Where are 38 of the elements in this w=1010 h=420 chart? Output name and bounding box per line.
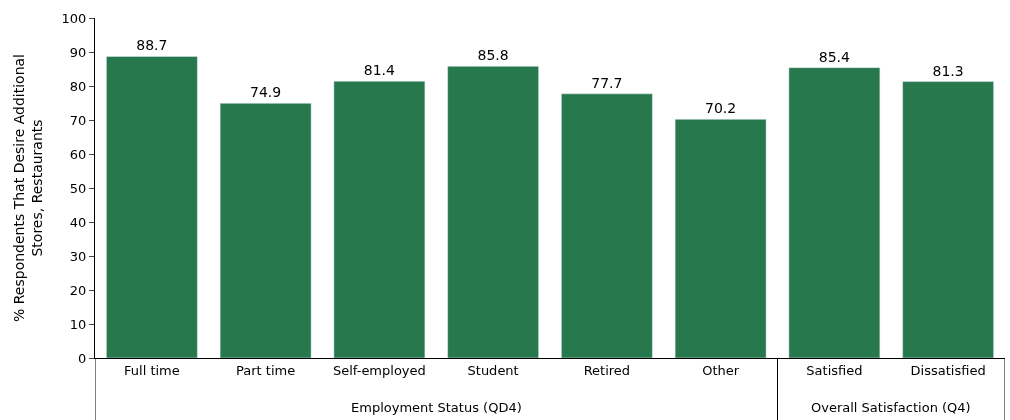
x-tick-label: Dissatisfied — [910, 362, 986, 378]
text: Overall Satisfaction (Q4) — [811, 400, 971, 415]
x-tick-label: Retired — [583, 362, 631, 378]
x-tick-label: Other — [702, 362, 740, 378]
y-tick-label: 0 — [78, 350, 87, 366]
bar — [106, 56, 198, 358]
data-label: 77.7 — [591, 74, 623, 91]
x-tick-label: Satisfied — [806, 362, 863, 378]
y-tick-label: 80 — [69, 78, 87, 94]
y-tick-label: 90 — [69, 44, 87, 60]
text: Employment Status (QD4) — [351, 400, 522, 415]
bar — [447, 66, 539, 358]
y-tick-label: 70 — [69, 112, 87, 128]
data-label: 74.9 — [250, 84, 282, 101]
x-tick-label: Full time — [124, 362, 180, 378]
y-tick-label: 100 — [61, 10, 87, 26]
bar — [788, 67, 881, 358]
x-tick-label: Part time — [236, 362, 296, 378]
data-label: 85.8 — [477, 47, 509, 64]
y-tick-label: 30 — [69, 248, 87, 264]
data-label: 70.2 — [705, 100, 737, 117]
bar — [219, 103, 312, 358]
y-tick-label: 50 — [69, 180, 87, 196]
data-label: 81.4 — [363, 62, 396, 79]
y-tick-label: 20 — [69, 282, 87, 298]
x-tick-label: Student — [467, 362, 519, 378]
bar — [333, 80, 426, 358]
bar — [561, 93, 653, 358]
x-tick-label: Self-employed — [332, 362, 426, 378]
data-label: 88.7 — [136, 37, 168, 54]
y-tick-label: 60 — [69, 146, 87, 162]
data-label: 85.4 — [818, 48, 851, 65]
y-tick-label: 40 — [69, 214, 87, 230]
y-axis-title: % Respondents That Desire Additional Stores, Restaurants — [10, 53, 46, 323]
bar — [902, 81, 994, 358]
bar — [674, 119, 767, 358]
data-label: 81.3 — [932, 62, 964, 79]
y-tick-label: 10 — [69, 316, 87, 332]
